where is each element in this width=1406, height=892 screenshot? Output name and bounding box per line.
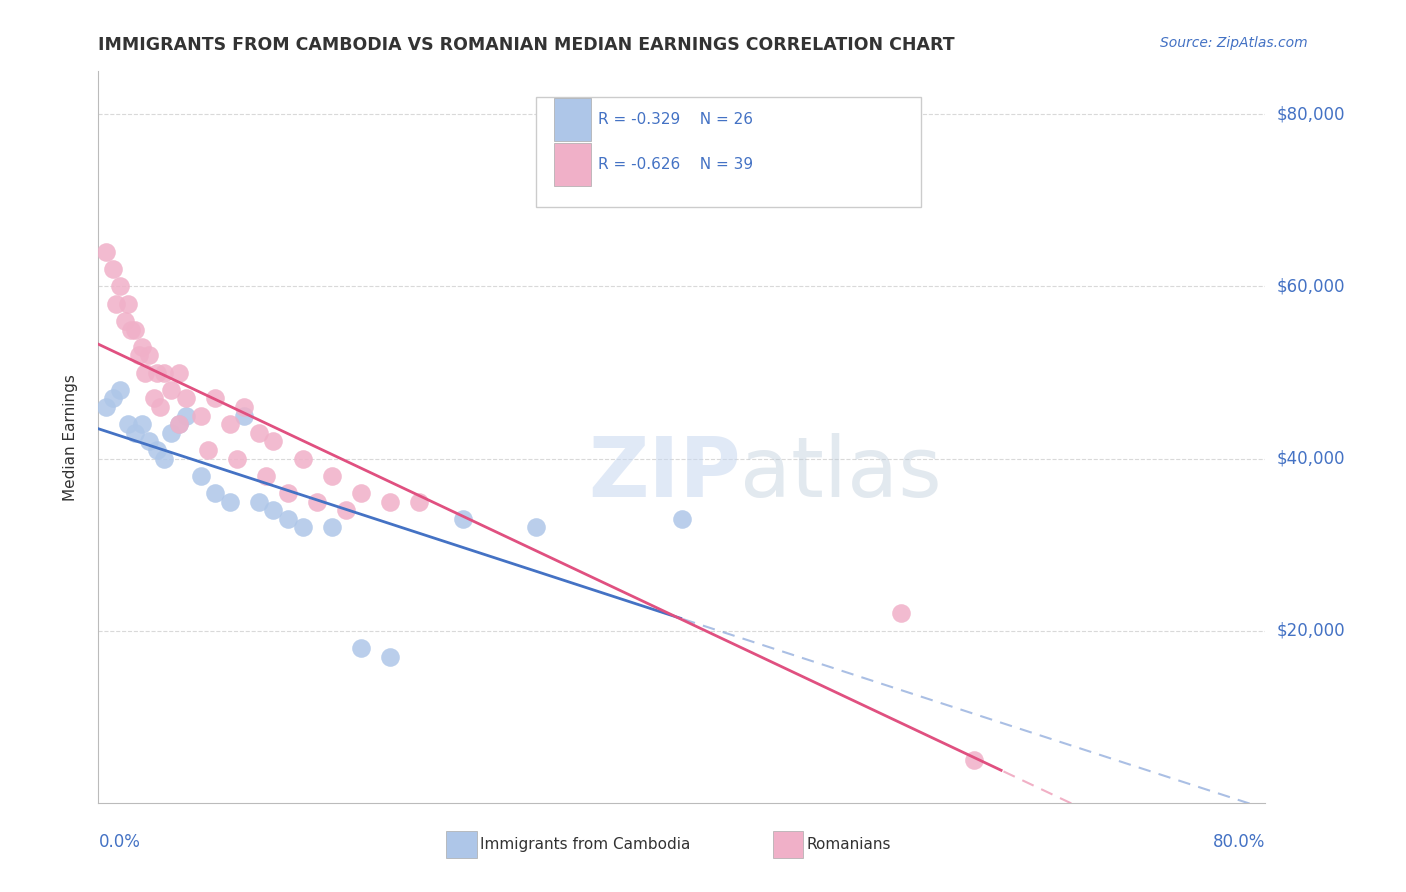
Point: [226, 451, 249, 466]
Point: [671, 512, 693, 526]
FancyBboxPatch shape: [773, 831, 803, 858]
FancyBboxPatch shape: [554, 143, 591, 186]
Point: [146, 366, 169, 380]
Point: [350, 486, 373, 500]
Text: 0.0%: 0.0%: [98, 833, 141, 851]
Point: [101, 262, 124, 277]
Point: [110, 279, 132, 293]
Text: 80.0%: 80.0%: [1213, 833, 1265, 851]
Point: [350, 640, 373, 655]
Point: [890, 607, 912, 621]
Point: [101, 392, 124, 406]
Point: [149, 400, 172, 414]
Point: [254, 468, 277, 483]
Point: [138, 434, 160, 449]
Text: ZIP: ZIP: [588, 434, 741, 514]
Point: [160, 425, 183, 440]
Point: [174, 409, 197, 423]
Point: [117, 296, 139, 310]
Point: [160, 383, 183, 397]
Point: [218, 417, 240, 432]
Point: [104, 296, 127, 310]
Point: [524, 520, 547, 534]
Text: Immigrants from Cambodia: Immigrants from Cambodia: [479, 837, 690, 852]
Point: [321, 520, 343, 534]
Point: [114, 314, 136, 328]
Point: [277, 512, 299, 526]
Point: [204, 486, 226, 500]
Point: [233, 400, 256, 414]
Point: [335, 503, 357, 517]
Point: [94, 245, 117, 260]
Point: [218, 494, 240, 508]
Point: [120, 322, 142, 336]
Point: [321, 468, 343, 483]
FancyBboxPatch shape: [536, 97, 921, 207]
Point: [307, 494, 329, 508]
Point: [117, 417, 139, 432]
Point: [153, 451, 176, 466]
Point: [167, 417, 190, 432]
Text: Source: ZipAtlas.com: Source: ZipAtlas.com: [1160, 36, 1308, 50]
Point: [153, 366, 176, 380]
Point: [291, 520, 314, 534]
Point: [204, 392, 226, 406]
Point: [962, 753, 984, 767]
Point: [233, 409, 256, 423]
Text: atlas: atlas: [741, 434, 942, 514]
Text: $80,000: $80,000: [1277, 105, 1346, 123]
Point: [131, 417, 153, 432]
Point: [247, 425, 270, 440]
Y-axis label: Median Earnings: Median Earnings: [63, 374, 77, 500]
Point: [263, 503, 285, 517]
Point: [131, 340, 153, 354]
Point: [277, 486, 299, 500]
Point: [408, 494, 430, 508]
Point: [124, 322, 146, 336]
Point: [138, 348, 160, 362]
Text: R = -0.626    N = 39: R = -0.626 N = 39: [598, 157, 754, 172]
Point: [167, 366, 190, 380]
Point: [110, 383, 132, 397]
Point: [197, 442, 219, 457]
Text: $60,000: $60,000: [1277, 277, 1346, 295]
Point: [451, 512, 474, 526]
Point: [190, 468, 212, 483]
Point: [128, 348, 150, 362]
Point: [167, 417, 190, 432]
Point: [190, 409, 212, 423]
Text: $20,000: $20,000: [1277, 622, 1346, 640]
Point: [94, 400, 117, 414]
Point: [124, 425, 146, 440]
Point: [134, 366, 156, 380]
Text: Romanians: Romanians: [807, 837, 891, 852]
Point: [291, 451, 314, 466]
Point: [380, 649, 402, 664]
Point: [263, 434, 285, 449]
Point: [174, 392, 197, 406]
Text: IMMIGRANTS FROM CAMBODIA VS ROMANIAN MEDIAN EARNINGS CORRELATION CHART: IMMIGRANTS FROM CAMBODIA VS ROMANIAN MED…: [98, 36, 955, 54]
Point: [380, 494, 402, 508]
FancyBboxPatch shape: [554, 98, 591, 141]
Point: [247, 494, 270, 508]
FancyBboxPatch shape: [446, 831, 477, 858]
Text: R = -0.329    N = 26: R = -0.329 N = 26: [598, 112, 752, 127]
Point: [142, 392, 165, 406]
Text: $40,000: $40,000: [1277, 450, 1346, 467]
Point: [146, 442, 169, 457]
